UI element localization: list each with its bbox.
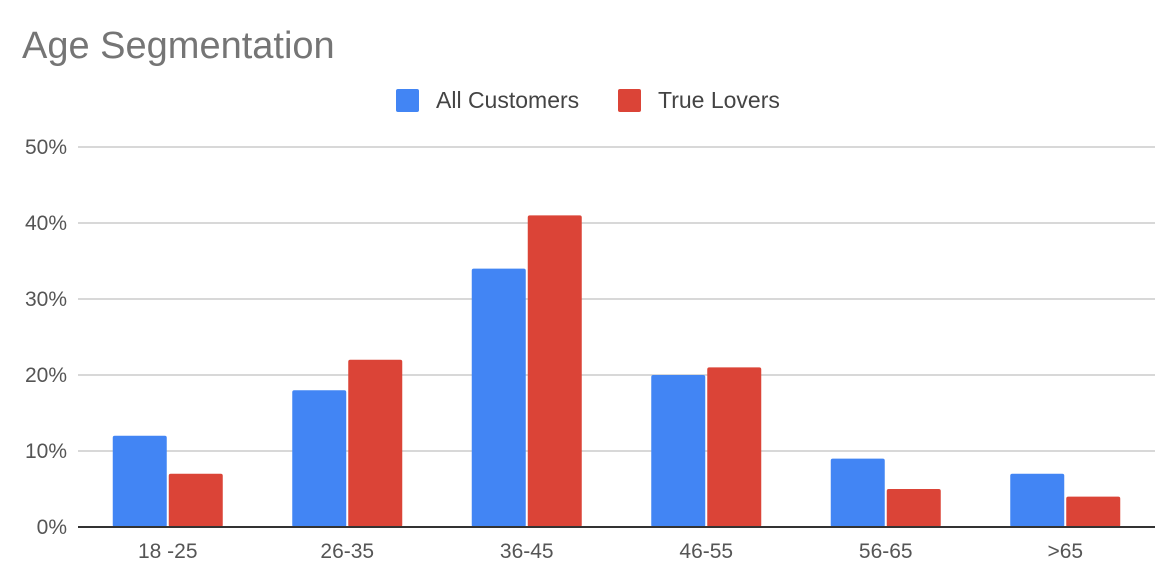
x-tick-label: 36-45 bbox=[500, 540, 554, 563]
chart-title: Age Segmentation bbox=[22, 25, 335, 67]
legend-swatch-all-customers bbox=[396, 89, 419, 112]
y-tick-label: 40% bbox=[25, 212, 67, 235]
x-tick-label: 46-55 bbox=[679, 540, 733, 563]
bar-true-lovers bbox=[168, 473, 223, 527]
bar-all-customers bbox=[830, 458, 885, 527]
bar-true-lovers bbox=[707, 367, 762, 527]
bar-all-customers bbox=[292, 390, 347, 527]
legend-label-true-lovers: True Lovers bbox=[658, 87, 780, 113]
y-tick-label: 10% bbox=[25, 440, 67, 463]
bar-all-customers bbox=[1010, 473, 1065, 527]
x-tick-label: 18 -25 bbox=[138, 540, 198, 563]
bars bbox=[112, 215, 1121, 527]
x-tick-label: 26-35 bbox=[320, 540, 374, 563]
y-tick-label: 30% bbox=[25, 288, 67, 311]
bar-all-customers bbox=[471, 268, 526, 527]
y-tick-label: 20% bbox=[25, 364, 67, 387]
bar-true-lovers bbox=[348, 359, 403, 527]
legend-label-all-customers: All Customers bbox=[436, 87, 579, 113]
x-tick-label: >65 bbox=[1047, 540, 1083, 563]
bar-true-lovers bbox=[1066, 496, 1121, 527]
legend-swatch-true-lovers bbox=[618, 89, 641, 112]
y-axis-tick-labels: 0% 10% 20% 30% 40% 50% bbox=[25, 136, 67, 539]
y-tick-label: 50% bbox=[25, 136, 67, 159]
gridlines bbox=[78, 146, 1155, 452]
bar-all-customers bbox=[112, 435, 167, 527]
x-tick-label: 56-65 bbox=[859, 540, 913, 563]
bar-true-lovers bbox=[527, 215, 582, 527]
legend: All Customers True Lovers bbox=[396, 87, 780, 113]
x-axis-tick-labels: 18 -25 26-35 36-45 46-55 56-65 >65 bbox=[138, 540, 1083, 563]
bar-all-customers bbox=[651, 375, 706, 527]
y-tick-label: 0% bbox=[37, 516, 67, 539]
bar-true-lovers bbox=[886, 489, 941, 527]
